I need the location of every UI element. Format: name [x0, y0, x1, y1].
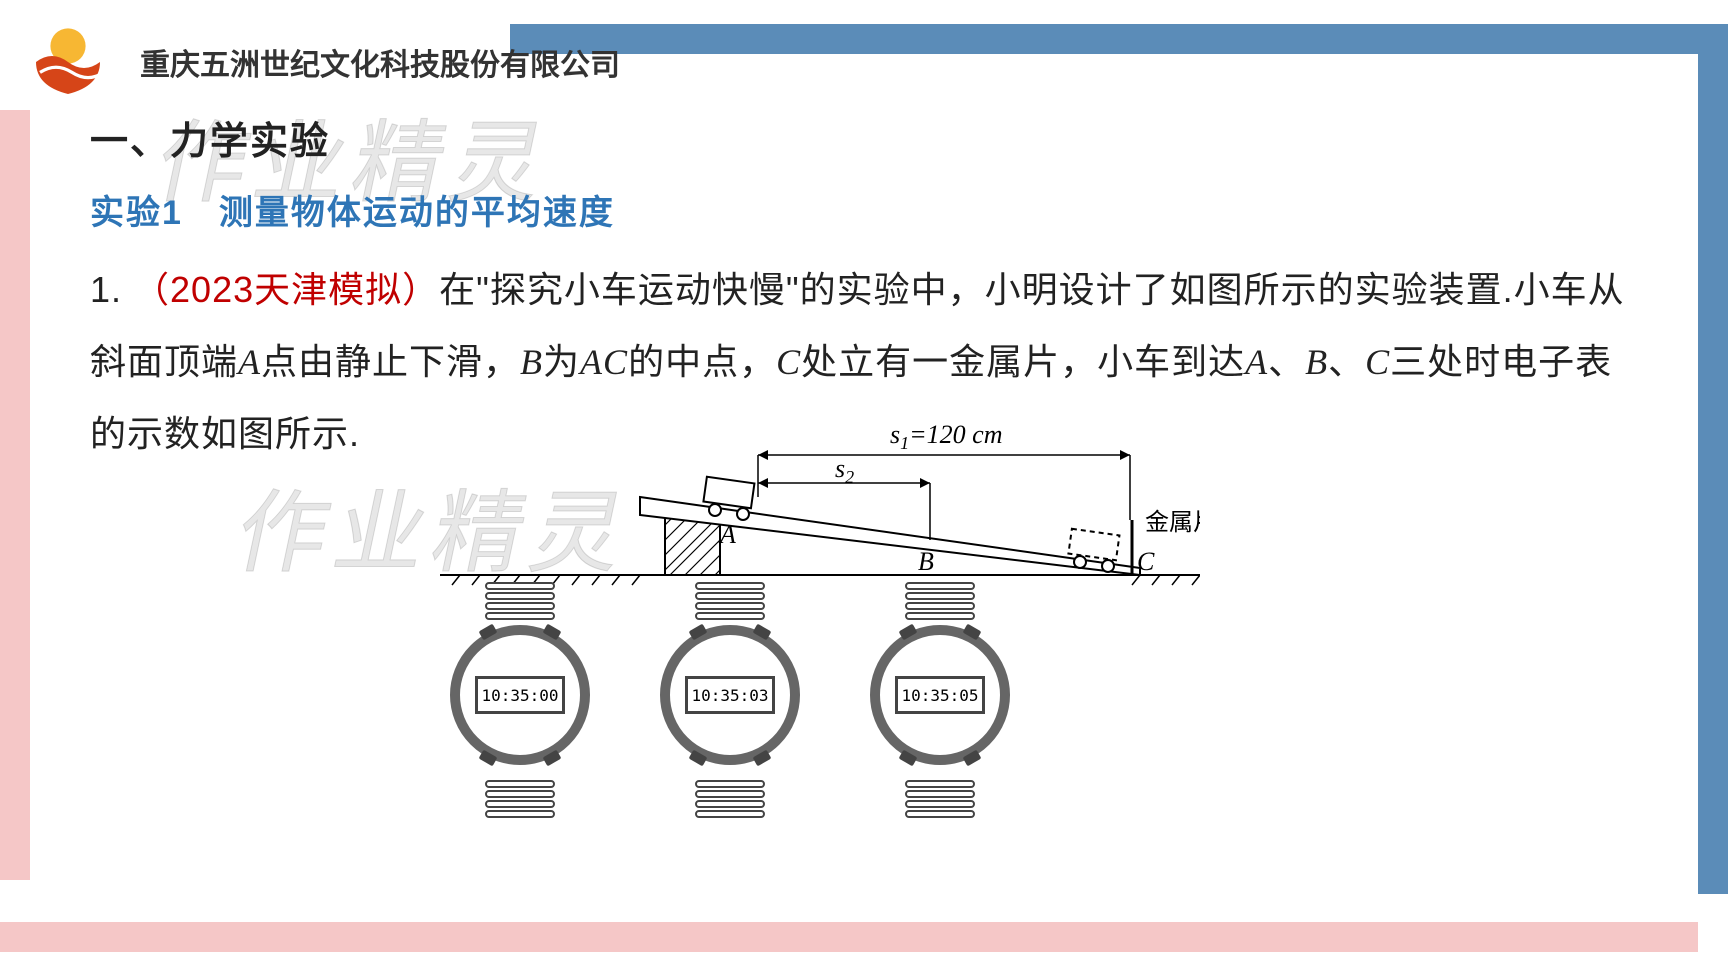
company-logo-icon [28, 18, 108, 98]
content-area: 一、力学实验 实验1 测量物体运动的平均速度 1. （2023天津模拟）在"探究… [90, 110, 1648, 470]
q-text: 处立有一金属片，小车到达 [801, 341, 1245, 382]
metal-label: 金属片 [1145, 509, 1200, 536]
watch-strap-icon [485, 580, 555, 622]
experiment-title: 实验1 测量物体运动的平均速度 [90, 185, 1648, 234]
question-number: 1. [90, 269, 133, 310]
incline-svg: s1=120 cm s2 A B C 金属片 [440, 425, 1200, 595]
sep: 、 [1328, 341, 1365, 382]
left-accent-bar [0, 110, 30, 880]
s2-label: s2 [835, 454, 854, 487]
point-b2: B [1305, 342, 1328, 382]
watch-strap-icon [905, 778, 975, 820]
header: 重庆五洲世纪文化科技股份有限公司 [0, 18, 1728, 78]
point-a: A [238, 342, 261, 382]
point-c2: C [1365, 342, 1390, 382]
label-c: C [1137, 547, 1155, 576]
stopwatch-2: 10:35:05 [865, 600, 1015, 800]
label-b: B [918, 547, 934, 576]
stopwatch-0: 10:35:00 [445, 600, 595, 800]
stopwatch-1: 10:35:03 [655, 600, 805, 800]
q-text: 为 [543, 341, 580, 382]
experiment-diagram: s1=120 cm s2 A B C 金属片 10:35:00 1 [240, 425, 1340, 825]
watch-time-display: 10:35:03 [685, 676, 775, 714]
bottom-accent-bar [0, 922, 1698, 952]
segment-ac: AC [580, 342, 628, 382]
company-name: 重庆五洲世纪文化科技股份有限公司 [140, 40, 620, 84]
watch-strap-icon [695, 778, 765, 820]
watch-time-display: 10:35:00 [475, 676, 565, 714]
watch-strap-icon [695, 580, 765, 622]
question-source: （2023天津模拟） [133, 269, 439, 310]
s1-label: s1=120 cm [890, 425, 1003, 453]
point-b: B [520, 342, 543, 382]
watch-strap-icon [905, 580, 975, 622]
q-text: 点由静止下滑， [261, 341, 520, 382]
watch-case: 10:35:00 [450, 625, 590, 765]
watch-case: 10:35:03 [660, 625, 800, 765]
label-a: A [718, 520, 736, 549]
watch-strap-icon [485, 778, 555, 820]
watch-case: 10:35:05 [870, 625, 1010, 765]
watch-time-display: 10:35:05 [895, 676, 985, 714]
sep: 、 [1268, 341, 1305, 382]
point-c: C [776, 342, 801, 382]
point-a2: A [1245, 342, 1268, 382]
q-text: 的中点， [628, 341, 776, 382]
right-accent-bar [1698, 24, 1728, 894]
section-title: 一、力学实验 [90, 110, 1648, 165]
